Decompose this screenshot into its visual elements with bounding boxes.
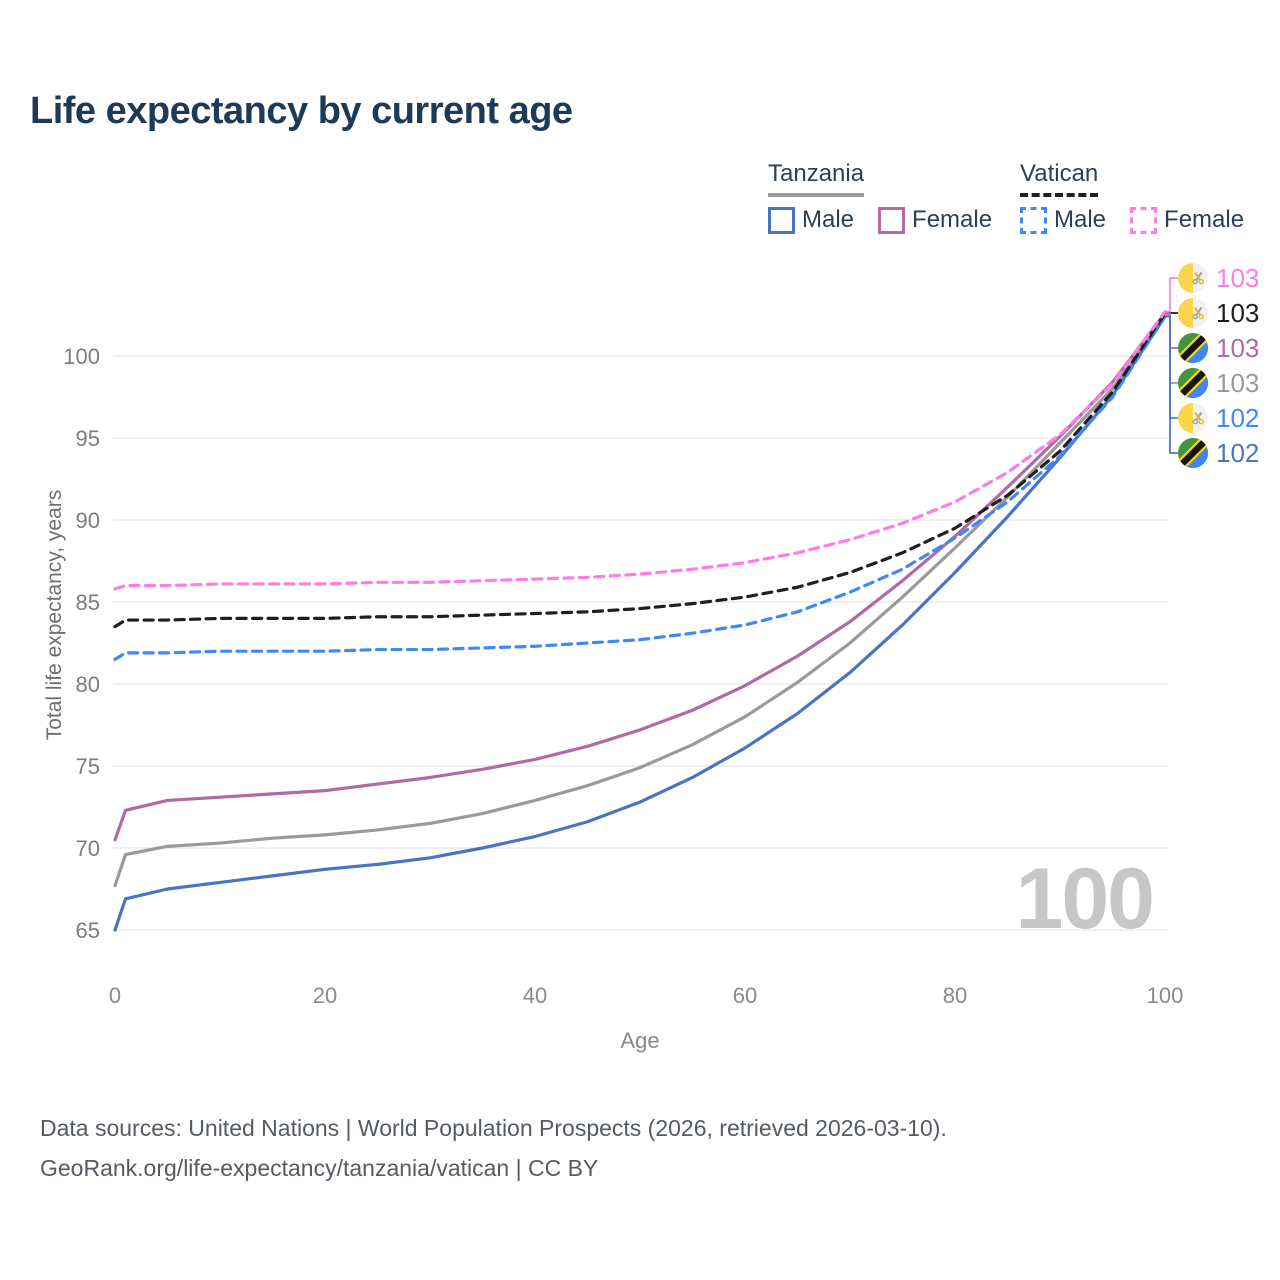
x-tick-label: 0 [109,983,121,1008]
vatican-male-swatch-icon [1020,206,1047,234]
legend-item-label: Male [1054,206,1107,233]
tanzania-male-swatch-icon [768,206,795,234]
end-label-leader [1165,315,1178,419]
legend-tanzania-header[interactable]: Tanzania [768,160,865,197]
vatican-flag-icon [1178,298,1208,328]
legend-item-tanzania-female[interactable]: Female [878,206,992,234]
legend-item-vatican-male[interactable]: Male [1020,206,1106,234]
x-axis-title: Age [620,1028,660,1053]
y-tick-label: 100 [63,344,100,369]
vatican-flag-icon [1178,263,1208,293]
series-end-value: 103 [1216,263,1260,293]
footer: Data sources: United Nations | World Pop… [40,1108,947,1189]
end-label-tanzania_male: 102 [1178,438,1259,468]
legend-item-vatican-female[interactable]: Female [1130,206,1244,234]
series-end-value: 103 [1216,368,1260,398]
end-label-vatican_total: 103 [1178,298,1259,328]
age-watermark: 100 [1015,851,1156,947]
x-tick-label: 40 [523,983,547,1008]
end-label-leader [1165,277,1178,313]
legend-item-label: Female [912,206,993,233]
y-tick-label: 75 [76,754,100,779]
end-label-leader [1165,312,1178,349]
end-label-tanzania_total: 103 [1178,368,1259,398]
chart-legend: Tanzania Male Female Vatican Male [0,160,1280,240]
legend-item-tanzania-male[interactable]: Male [768,206,854,234]
legend-row-vatican: Male Female [1020,206,1244,234]
legend-row-tanzania: Male Female [768,206,992,234]
x-tick-label: 100 [1147,983,1184,1008]
page-title: Life expectancy by current age [30,90,573,132]
series-line-tanzania_female[interactable] [113,311,1167,842]
legend-item-label: Male [802,206,855,233]
series-line-vatican_total[interactable] [113,311,1167,629]
legend-item-label: Female [1164,206,1245,233]
series-end-value: 102 [1216,438,1260,468]
x-tick-label: 80 [943,983,967,1008]
x-tick-label: 60 [733,983,757,1008]
end-label-leader [1165,314,1178,384]
legend-vatican-header[interactable]: Vatican [1020,160,1099,197]
series-end-value: 102 [1216,403,1260,433]
y-tick-label: 65 [76,918,100,943]
series-line-tanzania_total[interactable] [113,313,1167,888]
tanzania-flag-icon [1178,438,1208,468]
tanzania-flag-icon [1178,368,1208,398]
y-tick-label: 90 [76,508,100,533]
x-tick-label: 20 [313,983,337,1008]
y-tick-label: 70 [76,836,100,861]
end-label-vatican_male: 102 [1178,403,1259,433]
legend-group-vatican: Vatican Male Female [1020,160,1244,234]
vatican-flag-icon [1178,403,1208,433]
footer-data-sources: Data sources: United Nations | World Pop… [40,1115,947,1141]
end-label-tanzania_female: 103 [1178,333,1259,363]
vatican-female-swatch-icon [1130,206,1158,234]
end-label-leader [1165,315,1178,454]
tanzania-female-swatch-icon [878,206,906,234]
series-end-value: 103 [1216,298,1260,328]
series-line-vatican_male[interactable] [113,315,1167,662]
y-tick-label: 95 [76,426,100,451]
end-label-vatican_female: 103 [1178,263,1259,293]
y-tick-label: 85 [76,590,100,615]
series-end-value: 103 [1216,333,1260,363]
series-line-tanzania_male[interactable] [113,315,1167,932]
legend-group-tanzania: Tanzania Male Female [768,160,992,234]
footer-source-link[interactable]: GeoRank.org/life-expectancy/tanzania/vat… [40,1155,599,1182]
series-line-vatican_female[interactable] [113,310,1167,591]
y-tick-label: 80 [76,672,100,697]
tanzania-flag-icon [1178,333,1208,363]
